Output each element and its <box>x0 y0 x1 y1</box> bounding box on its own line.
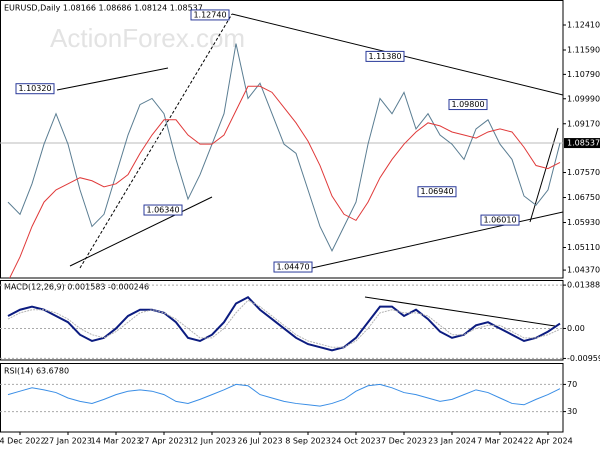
y-tick-label: 1.09990 <box>567 94 600 103</box>
x-tick-label: 14 Dec 2022 <box>0 437 46 446</box>
price-label: 1.11380 <box>368 52 401 61</box>
price-label-box <box>143 204 183 216</box>
price-label-box <box>273 261 313 273</box>
plot-area <box>0 383 563 413</box>
y-tick-label: 30 <box>567 407 577 416</box>
y-tick-label: 1.09170 <box>567 119 600 128</box>
x-tick-label: 24 Oct 2023 <box>331 437 380 446</box>
chart-title: EURUSD,Daily 1.08166 1.08686 1.08124 1.0… <box>4 4 203 13</box>
price-label: 1.09800 <box>451 100 484 109</box>
y-tick-label: 1.04370 <box>567 266 600 275</box>
price-label-box <box>15 83 55 95</box>
y-tick-label: 0.00 <box>567 324 585 333</box>
price-label: 1.04470 <box>276 263 309 272</box>
series-line <box>7 383 561 407</box>
plot-area <box>0 43 563 278</box>
x-tick-label: 7 Mar 2024 <box>477 437 523 446</box>
x-tick-label: 14 Mar 2023 <box>91 437 142 446</box>
x-tick-label: 23 Jan 2024 <box>428 437 476 446</box>
y-tick-label: 1.12410 <box>567 20 600 29</box>
series-line <box>9 85 561 278</box>
plot-area <box>0 284 563 359</box>
rsi-title: RSI(14) 63.6780 <box>4 367 69 376</box>
y-tick-label: 1.10790 <box>567 70 600 79</box>
x-tick-label: 7 Dec 2023 <box>381 437 427 446</box>
x-tick-label: 12 Jun 2023 <box>188 437 236 446</box>
price-label: 1.12740 <box>193 10 226 19</box>
y-tick-label: 1.11590 <box>567 45 600 54</box>
price-label-box <box>365 50 405 62</box>
price-label-box <box>480 214 520 226</box>
price-label: 1.06010 <box>483 216 516 225</box>
y-tick-label: 1.05930 <box>567 218 600 227</box>
watermark: ActionForex.com <box>50 23 245 53</box>
series-line <box>7 299 561 348</box>
price-label-box <box>190 9 230 21</box>
last-price-label: 1.08537 <box>567 139 600 148</box>
price-label: 1.06340 <box>146 206 179 215</box>
x-tick-label: 27 Apr 2023 <box>139 437 188 446</box>
last-price-box <box>564 138 600 149</box>
x-tick-label: 22 Apr 2024 <box>523 437 572 446</box>
macd-trend-line <box>364 296 556 327</box>
price-label: 1.10320 <box>18 84 51 93</box>
series-line <box>7 296 561 352</box>
y-tick-label: 1.06750 <box>567 193 600 202</box>
price-label-box <box>417 186 457 198</box>
price-label: 1.06940 <box>420 187 453 196</box>
x-tick-label: 8 Sep 2023 <box>285 437 331 446</box>
macd-panel <box>0 280 564 361</box>
series-line <box>7 43 561 253</box>
macd-title: MACD(12,26,9) 0.001583 -0.000246 <box>4 283 149 292</box>
rsi-panel <box>0 363 564 433</box>
y-tick-label: 70 <box>567 380 577 389</box>
x-tick-label: 27 Jan 2023 <box>44 437 92 446</box>
y-tick-label: -0.009599 <box>567 354 600 363</box>
y-tick-label: 1.07570 <box>567 168 600 177</box>
y-tick-label: 1.05110 <box>567 243 600 252</box>
x-tick-label: 26 Jul 2023 <box>237 437 282 446</box>
price-label-box <box>448 99 488 111</box>
price-panel <box>0 0 564 279</box>
y-tick-label: 0.013887 <box>567 281 600 290</box>
